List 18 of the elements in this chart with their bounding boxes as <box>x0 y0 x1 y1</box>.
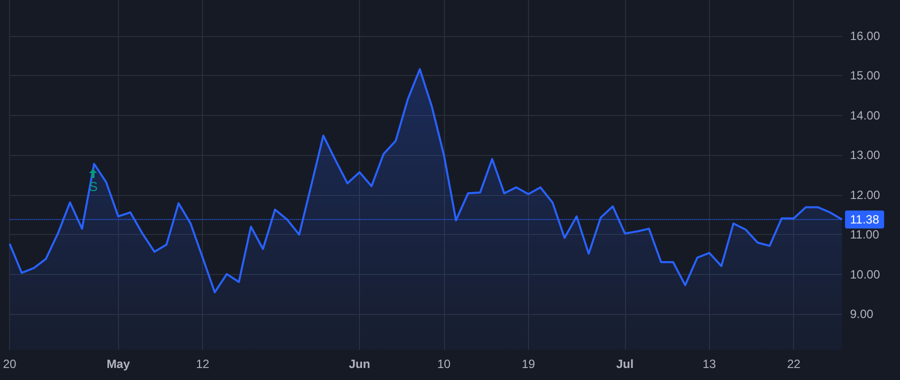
y-tick-label: 16.00 <box>850 28 880 43</box>
x-tick-label: 12 <box>196 357 210 371</box>
x-tick-label: 10 <box>437 357 451 371</box>
x-tick-label: 19 <box>522 357 536 371</box>
x-tick-label: Jul <box>616 357 634 371</box>
y-tick-label: 10.00 <box>850 267 880 282</box>
x-tick-label: 20 <box>2 357 17 371</box>
y-tick-label: 12.00 <box>850 188 880 202</box>
x-tick-label: 22 <box>787 357 801 371</box>
x-tick-label: 13 <box>702 357 716 371</box>
y-tick-label: 13.00 <box>850 148 880 162</box>
y-tick-label: 11.00 <box>850 228 880 242</box>
y-tick-label: 14.00 <box>850 108 880 122</box>
x-tick-label: Jun <box>348 357 370 371</box>
x-tick-label: May <box>106 357 130 371</box>
y-tick-label: 15.00 <box>850 68 880 83</box>
ref-line-label: 11.38 <box>850 212 880 227</box>
y-tick-label: 9.00 <box>850 307 874 322</box>
